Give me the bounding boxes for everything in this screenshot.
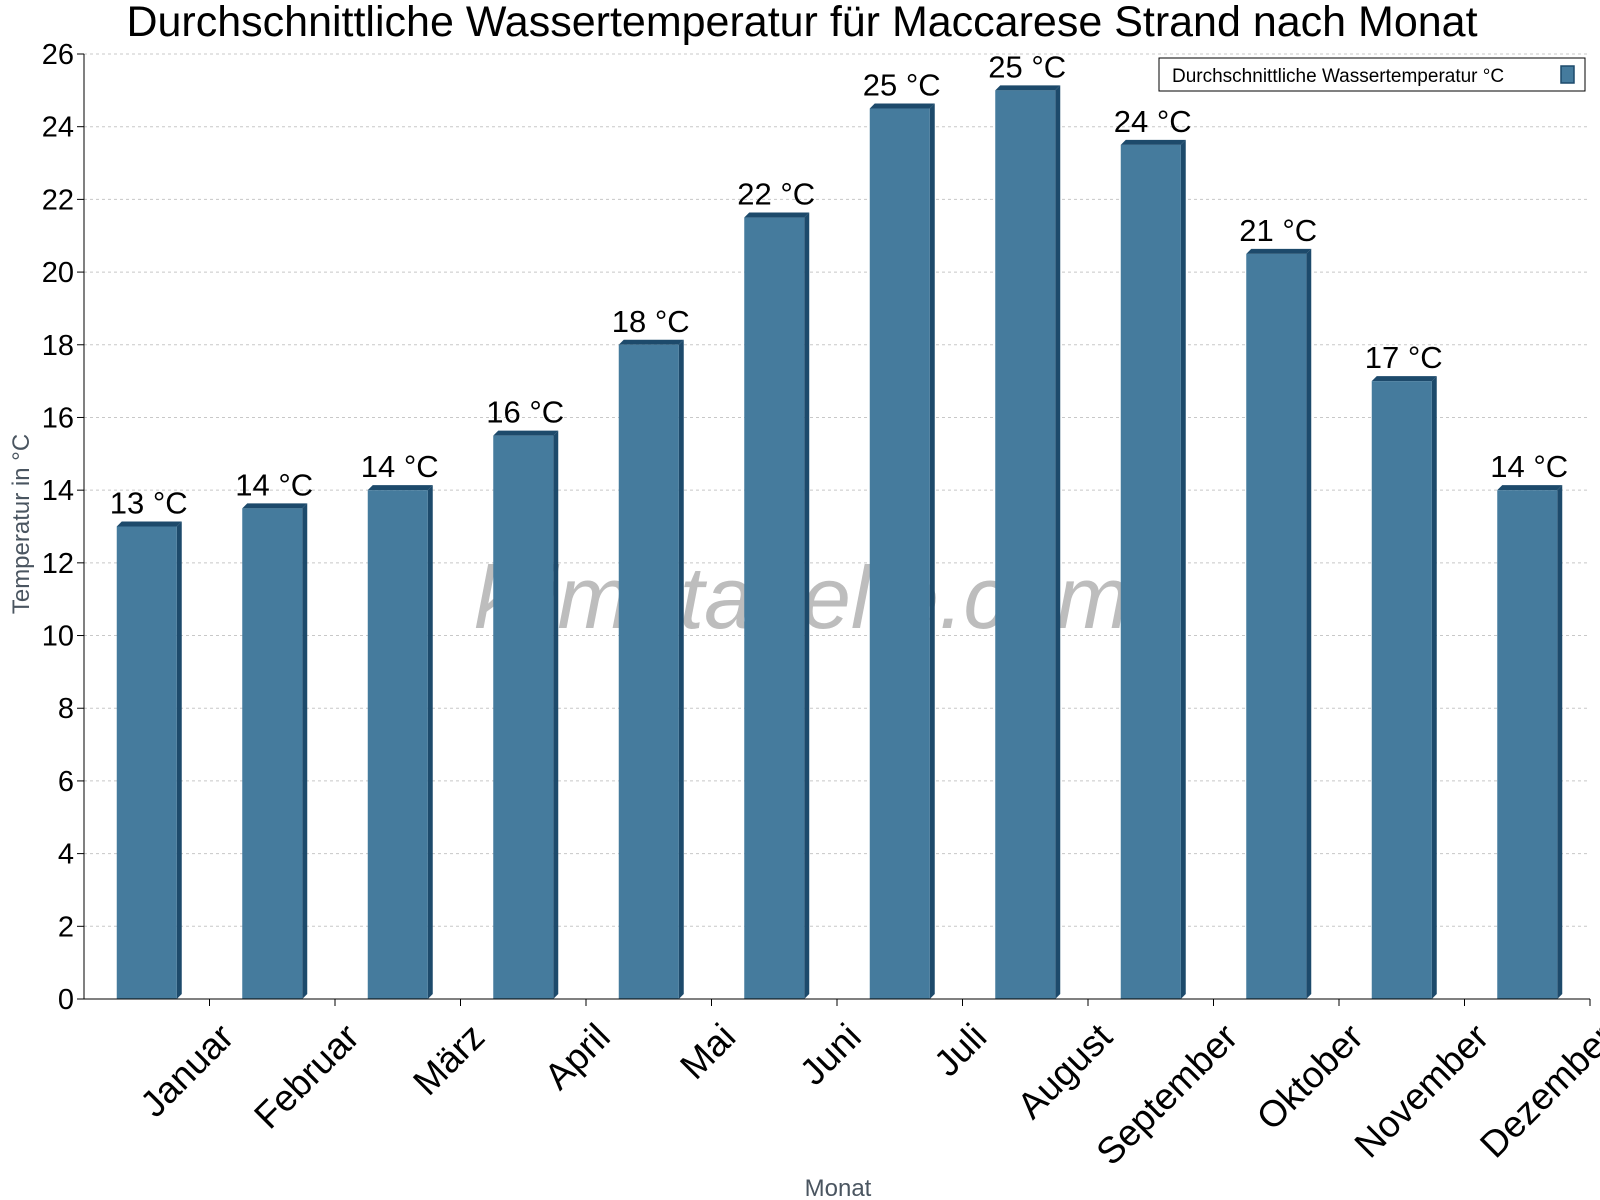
bar xyxy=(744,217,805,1000)
data-label: 21 °C xyxy=(1239,213,1317,248)
bar xyxy=(995,90,1056,1000)
x-tick-label: Juli xyxy=(926,1016,994,1084)
bar-top xyxy=(1246,248,1312,254)
y-tick-label: 26 xyxy=(42,39,74,71)
legend: Durchschnittliche Wassertemperatur °C xyxy=(1158,57,1586,92)
bar-side xyxy=(678,339,684,999)
gridlines xyxy=(84,53,1590,927)
bar-top xyxy=(744,212,810,218)
legend-label: Durchschnittliche Wassertemperatur °C xyxy=(1172,66,1504,87)
bars xyxy=(116,85,1563,1000)
bar xyxy=(242,508,303,999)
x-tick-label: Februar xyxy=(246,1016,367,1137)
bar xyxy=(1371,381,1432,1000)
bar-top xyxy=(618,339,684,345)
bar-top xyxy=(242,503,308,509)
data-label: 25 °C xyxy=(988,49,1066,84)
data-labels: 13 °C 14 °C 14 °C 16 °C 18 °C 22 °C 25 °C 25 °C… xyxy=(110,49,1568,520)
y-tick-label: 22 xyxy=(42,184,74,216)
bar-side xyxy=(427,485,433,1000)
y-tick-label: 2 xyxy=(58,911,74,943)
x-tick-label: Oktober xyxy=(1249,1016,1371,1138)
bar-top xyxy=(1497,485,1563,491)
x-tick-label: Januar xyxy=(132,1016,241,1125)
bar xyxy=(1120,144,1181,1000)
bar-side xyxy=(1431,376,1437,1000)
bar xyxy=(618,344,679,999)
y-tick-label: 16 xyxy=(42,402,74,434)
data-label: 14 °C xyxy=(361,449,439,484)
legend-swatch xyxy=(1560,65,1575,84)
y-tick-label: 14 xyxy=(42,475,74,507)
bar-side xyxy=(1180,139,1186,1000)
bar-side xyxy=(1306,248,1312,1000)
bar xyxy=(1497,490,1558,999)
bar xyxy=(116,526,177,999)
x-axis-title: Monat xyxy=(805,1175,872,1200)
bar-top xyxy=(995,85,1061,91)
y-tick-label: 8 xyxy=(58,693,74,725)
bar-side xyxy=(176,521,182,999)
y-tick-label: 0 xyxy=(58,984,74,1016)
chart-title: Durchschnittliche Wassertemperatur für M… xyxy=(126,0,1477,46)
bar xyxy=(1246,253,1307,1000)
x-tick-label: Dezember xyxy=(1472,1016,1600,1166)
legend-box xyxy=(1158,57,1586,92)
bar-top xyxy=(1120,139,1186,145)
data-label: 17 °C xyxy=(1365,340,1443,375)
x-tick-label: Mai xyxy=(672,1016,743,1087)
bar-top xyxy=(1371,376,1437,382)
bar-top xyxy=(116,521,182,527)
data-label: 24 °C xyxy=(1114,104,1192,139)
data-label: 25 °C xyxy=(863,68,941,103)
x-tick-label: April xyxy=(537,1016,618,1097)
bar-top xyxy=(493,430,559,436)
data-label: 14 °C xyxy=(1490,449,1568,484)
bar-side xyxy=(804,212,810,1000)
y-tick-label: 18 xyxy=(42,330,74,362)
x-tick-label: August xyxy=(1009,1015,1120,1126)
y-tick-label: 10 xyxy=(42,621,74,653)
y-tick-label: 4 xyxy=(58,839,74,871)
y-tick-label: 20 xyxy=(42,257,74,289)
data-label: 16 °C xyxy=(486,395,564,430)
bar-side xyxy=(1055,85,1061,1000)
data-label: 14 °C xyxy=(235,467,313,502)
x-tick-label: November xyxy=(1347,1016,1497,1166)
y-axis-title: Temperatur in °C xyxy=(8,434,35,614)
bar xyxy=(367,490,428,999)
bar-top xyxy=(367,485,433,491)
bar-side xyxy=(929,103,935,1000)
data-label: 13 °C xyxy=(110,486,188,521)
data-label: 22 °C xyxy=(737,177,815,212)
x-tick-label: Juni xyxy=(792,1016,869,1093)
data-label: 18 °C xyxy=(612,304,690,339)
bar xyxy=(493,435,554,999)
y-tick-label: 12 xyxy=(42,548,74,580)
bar xyxy=(869,108,930,1000)
bar-side xyxy=(553,430,559,999)
y-tick-label: 6 xyxy=(58,766,74,798)
bar-side xyxy=(302,503,308,999)
x-tick-label: März xyxy=(405,1016,492,1103)
bar-side xyxy=(1557,485,1563,1000)
bar-top xyxy=(869,103,935,109)
y-tick-label: 24 xyxy=(42,112,74,144)
